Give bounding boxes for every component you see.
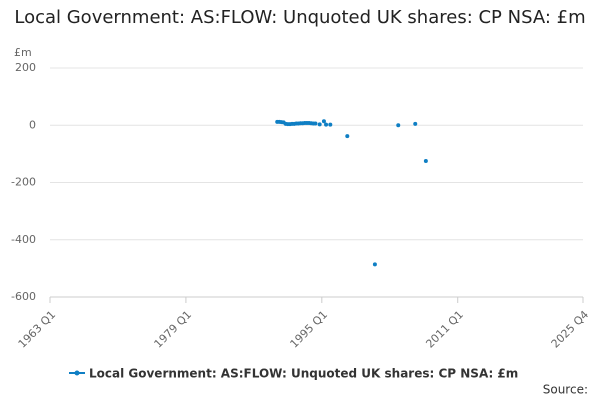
x-tick-label: 1979 Q1: [152, 308, 195, 351]
point: [321, 119, 326, 124]
y-tick-label: -200: [11, 176, 36, 189]
legend-marker: [74, 370, 80, 376]
y-tick-label: -600: [11, 290, 36, 303]
point: [345, 134, 350, 139]
point: [372, 262, 377, 267]
y-tick-label: 0: [29, 118, 36, 131]
y-tick-label: 200: [15, 61, 36, 74]
point: [328, 122, 333, 127]
series-line: [277, 121, 426, 161]
x-tick-label: 1963 Q1: [16, 308, 59, 351]
source: Source:: [543, 383, 588, 397]
chart-title: Local Government: AS:FLOW: Unquoted UK s…: [14, 7, 586, 28]
y-tick-label: -400: [11, 233, 36, 246]
x-tick-label: 2025 Q4: [549, 308, 592, 351]
x-tick-label: 1995 Q1: [288, 308, 331, 351]
y-unit: £m: [14, 46, 32, 59]
legend-label: Local Government: AS:FLOW: Unquoted UK s…: [89, 367, 518, 381]
x-tick-label: 2011 Q1: [423, 308, 466, 351]
point: [313, 121, 318, 126]
point: [317, 122, 322, 127]
point: [413, 121, 418, 126]
point: [396, 123, 401, 128]
point: [324, 122, 329, 127]
point: [423, 159, 428, 164]
